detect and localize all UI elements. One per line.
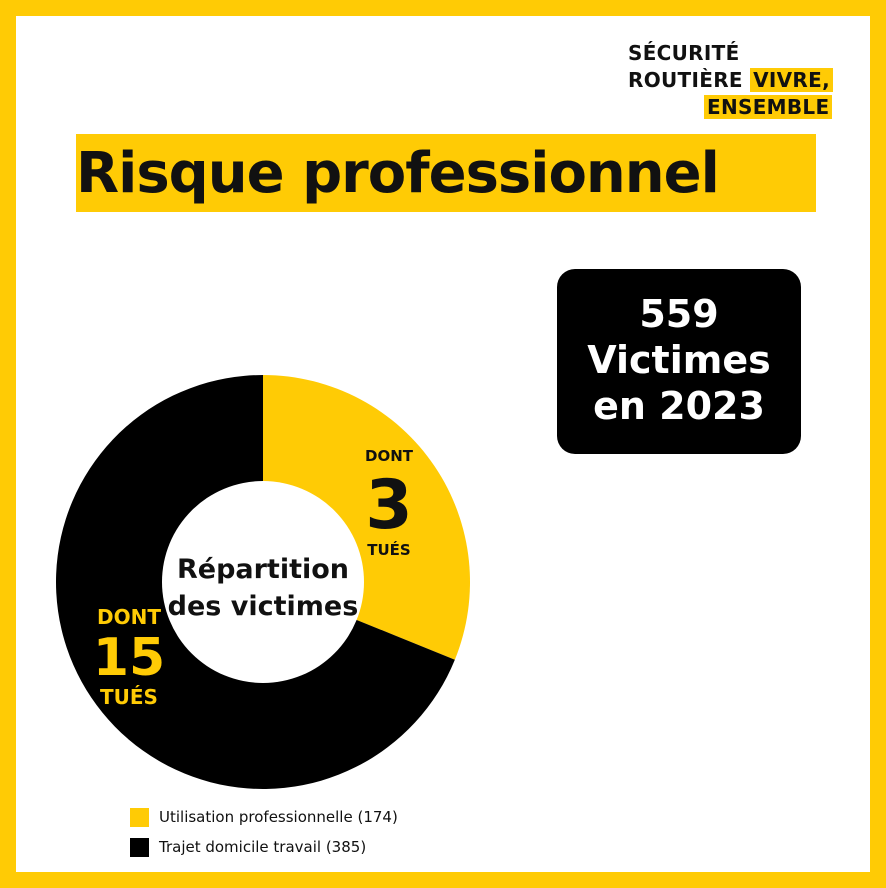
victims-summary-box: 559 Victimes en 2023	[557, 269, 801, 454]
legend-swatch-pro	[130, 807, 149, 827]
legend-label-pro: Utilisation professionnelle (174)	[159, 808, 398, 826]
legend-item-trajet: Trajet domicile travail (385)	[130, 832, 398, 862]
annotation-trajet-value: 15	[93, 628, 165, 688]
legend-item-pro: Utilisation professionnelle (174)	[130, 802, 398, 832]
annotation-pro-prefix: DONT	[365, 447, 414, 465]
victims-number: 559	[639, 292, 719, 336]
legend-swatch-trajet	[130, 837, 149, 857]
victims-label: Victimes	[587, 338, 771, 382]
annotation-trajet-prefix: DONT	[97, 605, 161, 629]
annotation-pro-suffix: TUÉS	[367, 540, 410, 559]
chart-center-title-line1: Répartition	[177, 554, 349, 585]
brand-logo: SÉCURITÉ ROUTIÈRE VIVRE, ENSEMBLE	[628, 40, 833, 121]
chart-legend: Utilisation professionnelle (174) Trajet…	[130, 802, 398, 862]
annotation-trajet: DONT 15 TUÉS	[93, 605, 165, 709]
annotation-pro-value: 3	[365, 466, 412, 545]
victims-year: en 2023	[593, 384, 765, 428]
donut-chart: Répartition des victimes DONT 3 TUÉS DON…	[56, 375, 470, 790]
page-title: Risque professionnel	[76, 141, 720, 206]
donut-hole	[162, 481, 364, 683]
page-title-banner: Risque professionnel	[76, 134, 816, 212]
brand-tagline2: ENSEMBLE	[704, 95, 833, 119]
chart-center-title-line2: des victimes	[168, 591, 359, 622]
brand-tagline1: VIVRE,	[750, 68, 833, 92]
brand-line2: ROUTIÈRE	[628, 68, 743, 92]
annotation-pro: DONT 3 TUÉS	[365, 447, 414, 559]
legend-label-trajet: Trajet domicile travail (385)	[159, 838, 367, 856]
brand-line1: SÉCURITÉ	[628, 41, 740, 65]
annotation-trajet-suffix: TUÉS	[100, 685, 158, 709]
